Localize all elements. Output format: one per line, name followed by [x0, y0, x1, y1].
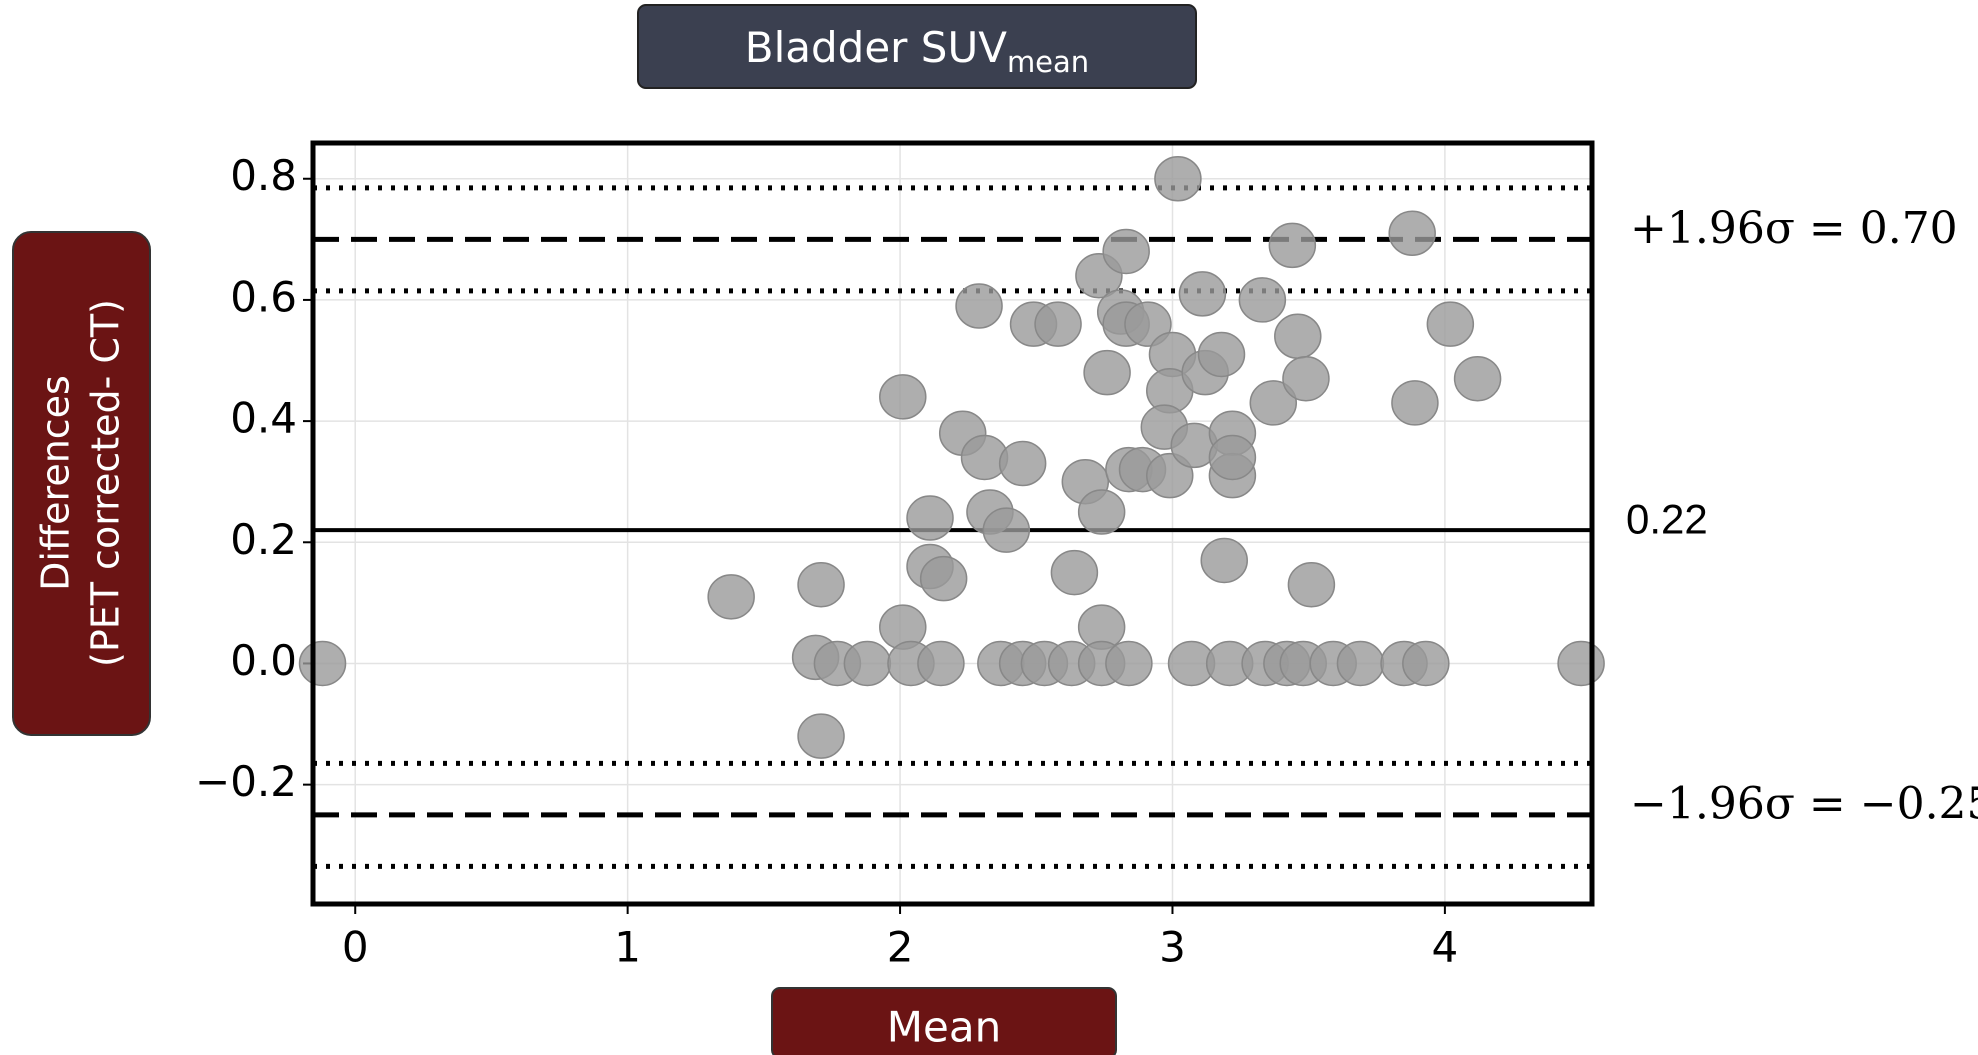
- point: [1249, 380, 1298, 426]
- point: [1287, 561, 1336, 608]
- point: [1388, 210, 1436, 257]
- point: [1336, 640, 1385, 687]
- point: [917, 640, 965, 687]
- point: [919, 555, 968, 602]
- point: [1200, 537, 1248, 584]
- y-tick-label: 0.0: [230, 636, 297, 685]
- point: [843, 640, 892, 687]
- point: [797, 561, 845, 608]
- point: [1197, 331, 1246, 378]
- point: [955, 283, 1003, 329]
- plot-frame: [310, 140, 1595, 907]
- title-box: [637, 4, 1197, 89]
- y-tick-label: −0.2: [195, 757, 297, 806]
- point: [1102, 228, 1150, 275]
- x-tick-label: 2: [887, 923, 914, 972]
- point: [1154, 155, 1202, 202]
- point: [1426, 301, 1475, 347]
- point: [982, 507, 1031, 553]
- point: [1124, 301, 1172, 347]
- x-tick-label: 4: [1432, 923, 1459, 972]
- point: [1268, 222, 1317, 269]
- point: [1050, 549, 1099, 596]
- point: [1402, 640, 1450, 687]
- x-tick-label: 0: [342, 923, 369, 972]
- x-label-box: [771, 987, 1117, 1055]
- point: [1105, 640, 1153, 687]
- reference-label: 0.22: [1626, 495, 1708, 542]
- x-tick-label: 3: [1159, 923, 1186, 972]
- point: [1282, 355, 1330, 402]
- x-axis-label: Mean: [887, 1003, 1001, 1052]
- title-subscript: mean: [1007, 45, 1089, 79]
- point: [797, 713, 845, 759]
- point: [1146, 452, 1194, 499]
- point: [906, 495, 954, 541]
- point: [1238, 277, 1287, 323]
- point: [707, 574, 755, 620]
- chart-title: Bladder SUVmean: [745, 23, 1089, 80]
- point: [298, 640, 347, 687]
- point: [998, 440, 1047, 487]
- y-axis-label: (PET corrected- CT): [84, 299, 128, 667]
- y-tick-label: 0.8: [230, 151, 297, 200]
- y-tick-label: 0.2: [230, 515, 297, 564]
- point: [1557, 640, 1605, 687]
- y-tick-label: 0.6: [230, 272, 297, 321]
- point: [879, 374, 927, 420]
- title-main: Bladder SUV: [745, 23, 1007, 72]
- y-label-box: [12, 231, 151, 736]
- point: [1274, 313, 1322, 360]
- point: [1391, 380, 1439, 426]
- point: [1083, 349, 1131, 396]
- reference-label: −1.96σ = −0.25: [1630, 778, 1978, 829]
- point: [1453, 355, 1502, 402]
- reference-label: +1.96σ = 0.70: [1630, 203, 1958, 254]
- y-axis-label: Differences: [34, 375, 78, 591]
- point: [1178, 271, 1227, 317]
- y-tick-label: 0.4: [230, 394, 297, 443]
- x-tick-label: 1: [614, 923, 641, 972]
- point: [1077, 489, 1126, 535]
- point: [1034, 301, 1082, 347]
- point: [1208, 434, 1257, 481]
